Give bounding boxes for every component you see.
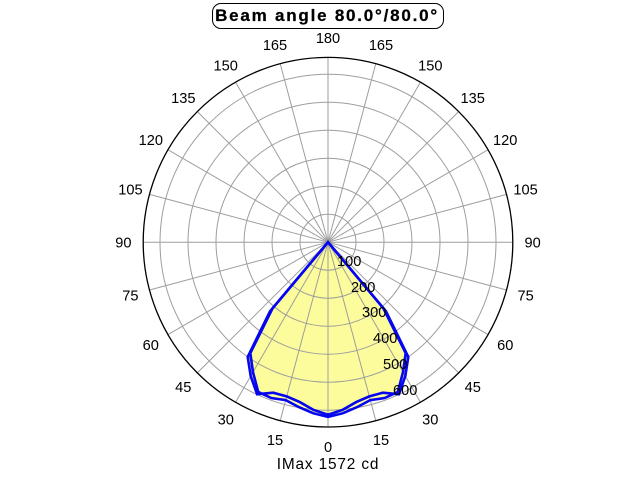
svg-text:15: 15 [267, 433, 283, 449]
svg-text:30: 30 [218, 413, 234, 429]
svg-text:400: 400 [373, 331, 397, 347]
svg-text:180: 180 [316, 31, 340, 47]
svg-text:135: 135 [171, 91, 195, 107]
svg-text:200: 200 [351, 280, 375, 296]
svg-text:105: 105 [118, 183, 142, 199]
svg-text:120: 120 [139, 133, 163, 149]
svg-text:500: 500 [383, 357, 407, 373]
svg-text:105: 105 [513, 183, 537, 199]
svg-text:300: 300 [362, 305, 386, 321]
svg-text:120: 120 [493, 133, 517, 149]
svg-text:75: 75 [517, 289, 533, 305]
svg-text:45: 45 [465, 380, 481, 396]
svg-text:165: 165 [369, 38, 393, 54]
svg-text:60: 60 [143, 338, 159, 354]
svg-text:150: 150 [418, 58, 442, 74]
svg-text:600: 600 [393, 383, 417, 399]
svg-text:150: 150 [214, 58, 238, 74]
svg-text:60: 60 [497, 338, 513, 354]
svg-text:90: 90 [115, 236, 131, 252]
svg-text:30: 30 [422, 413, 438, 429]
svg-text:100: 100 [337, 254, 361, 270]
svg-text:135: 135 [461, 91, 485, 107]
svg-text:45: 45 [175, 380, 191, 396]
svg-text:15: 15 [373, 433, 389, 449]
svg-text:165: 165 [263, 38, 287, 54]
svg-text:0: 0 [324, 440, 332, 456]
svg-text:75: 75 [122, 289, 138, 305]
svg-text:90: 90 [524, 236, 540, 252]
